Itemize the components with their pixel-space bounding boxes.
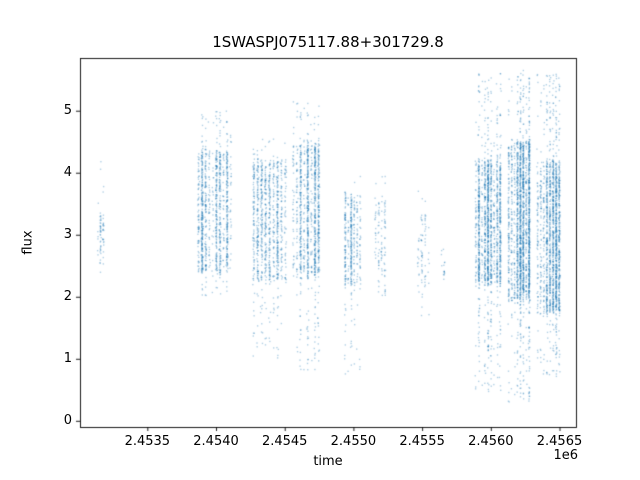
y-tick-label: 3	[63, 226, 72, 242]
y-tick-label: 2	[63, 288, 72, 304]
x-tick-label: 2.4540	[193, 434, 239, 449]
x-axis-offset-text: 1e6	[553, 448, 578, 463]
x-axis-label: time	[313, 454, 343, 469]
x-tick-label: 2.4535	[124, 434, 171, 449]
y-tick-label: 1	[63, 350, 72, 366]
y-axis-label: flux	[20, 230, 36, 255]
y-tick-label: 4	[63, 164, 72, 180]
chart-title: 1SWASPJ075117.88+301729.8	[212, 33, 444, 51]
x-tick-label: 2.4545	[261, 434, 308, 449]
y-tick-label: 5	[63, 102, 72, 118]
x-tick-label: 2.4555	[399, 434, 445, 449]
y-tick-label: 0	[63, 412, 72, 428]
x-tick-label: 2.4550	[330, 434, 377, 449]
x-tick-label: 2.4560	[468, 434, 514, 449]
x-tick-label: 2.4565	[536, 434, 583, 449]
